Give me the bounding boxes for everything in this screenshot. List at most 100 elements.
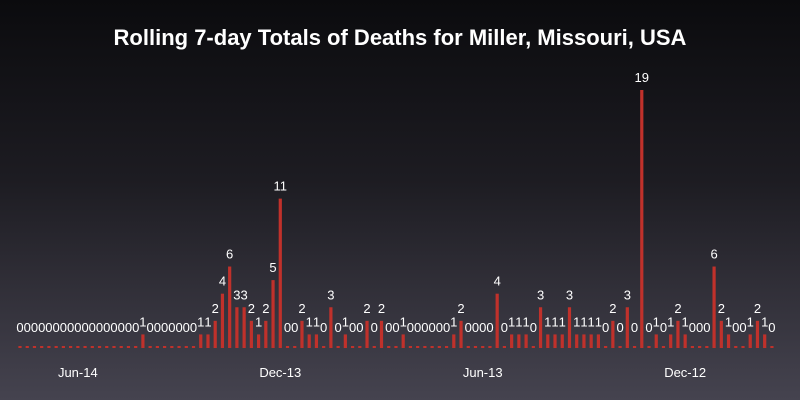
data-label-1: 0 [24,320,31,335]
bar-39 [300,320,304,348]
bar-49 [372,346,376,348]
bar-21 [170,346,174,348]
bar-36 [278,198,282,348]
bar-84 [625,307,629,348]
bar-80 [596,334,600,348]
data-label-11: 0 [96,320,103,335]
bar-64 [481,346,485,348]
data-label-91: 2 [674,301,681,316]
data-label-0: 0 [16,320,23,335]
data-label-10: 0 [89,320,96,335]
bar-54 [408,346,413,348]
data-label-25: 1 [197,314,204,329]
data-label-6: 0 [60,320,67,335]
data-label-85: 0 [631,320,638,335]
bar-69 [517,334,521,348]
bar-95 [705,346,709,348]
bar-83 [618,346,622,348]
bar-23 [184,346,188,348]
data-label-4: 0 [45,320,52,335]
bar-79 [589,334,593,348]
data-label-47: 0 [356,320,363,335]
bar-47 [358,346,362,348]
bar-52 [394,346,398,348]
bar-24 [191,346,196,348]
bar-32 [249,320,253,348]
bar-38 [293,346,297,348]
bar-100 [741,346,745,348]
bar-5 [54,346,58,348]
data-label-36: 11 [274,179,288,194]
data-label-32: 2 [248,301,255,316]
data-label-95: 0 [703,320,710,335]
x-tick-label-2: Jun-13 [463,365,503,380]
data-label-97: 2 [718,301,725,316]
bar-71 [531,346,535,348]
data-label-40: 1 [306,314,313,329]
data-label-89: 0 [660,320,667,335]
x-tick-label-1: Dec-13 [259,365,301,380]
data-label-23: 0 [183,320,190,335]
data-label-70: 1 [522,314,529,329]
data-label-34: 2 [262,301,269,316]
data-label-55: 0 [414,320,421,335]
data-label-65: 0 [486,320,493,335]
x-tick-label-3: Dec-12 [664,365,706,380]
bar-81 [604,346,608,348]
data-label-92: 1 [682,314,689,329]
bar-0 [18,346,22,348]
data-label-57: 0 [428,320,435,335]
data-label-99: 0 [732,320,739,335]
bar-94 [698,346,702,348]
data-label-76: 3 [566,287,573,302]
bar-42 [322,346,326,348]
data-label-84: 3 [624,287,631,302]
data-label-104: 0 [768,320,775,335]
data-label-94: 0 [696,320,703,335]
bar-48 [365,320,369,348]
data-label-37: 0 [284,320,291,335]
data-label-8: 0 [74,320,81,335]
data-label-24: 0 [190,320,197,335]
bar-26 [206,334,210,348]
bar-50 [379,320,384,348]
chart-title: Rolling 7-day Totals of Deaths for Mille… [114,25,687,50]
data-label-59: 0 [443,320,450,335]
bars [18,90,774,348]
data-label-20: 0 [161,320,168,335]
bar-15 [126,346,131,348]
bar-16 [134,346,138,348]
data-label-60: 1 [450,314,457,329]
bar-57 [430,346,434,348]
data-label-83: 0 [616,320,623,335]
bar-91 [676,320,680,348]
data-label-18: 0 [147,320,154,335]
bar-99 [734,346,738,348]
data-label-74: 1 [551,314,558,329]
data-label-102: 2 [754,301,761,316]
data-label-45: 1 [342,314,349,329]
bar-13 [112,346,116,348]
data-label-54: 0 [407,320,414,335]
data-label-82: 2 [609,301,616,316]
bar-1 [25,346,29,348]
data-label-46: 0 [349,320,356,335]
data-label-63: 0 [472,320,479,335]
bar-65 [488,346,492,348]
data-label-9: 0 [81,320,88,335]
data-label-100: 0 [739,320,746,335]
data-label-98: 1 [725,314,732,329]
data-label-64: 0 [479,320,486,335]
bar-43 [329,307,333,348]
data-label-31: 3 [241,287,248,302]
data-label-66: 4 [494,274,501,289]
bar-11 [97,346,102,348]
bar-56 [423,346,427,348]
data-label-22: 0 [175,320,182,335]
bar-4 [47,346,51,348]
bar-73 [546,334,550,348]
data-label-80: 1 [595,314,602,329]
x-tick-label-0: Jun-14 [58,365,98,380]
bar-45 [343,334,347,348]
data-label-19: 0 [154,320,161,335]
